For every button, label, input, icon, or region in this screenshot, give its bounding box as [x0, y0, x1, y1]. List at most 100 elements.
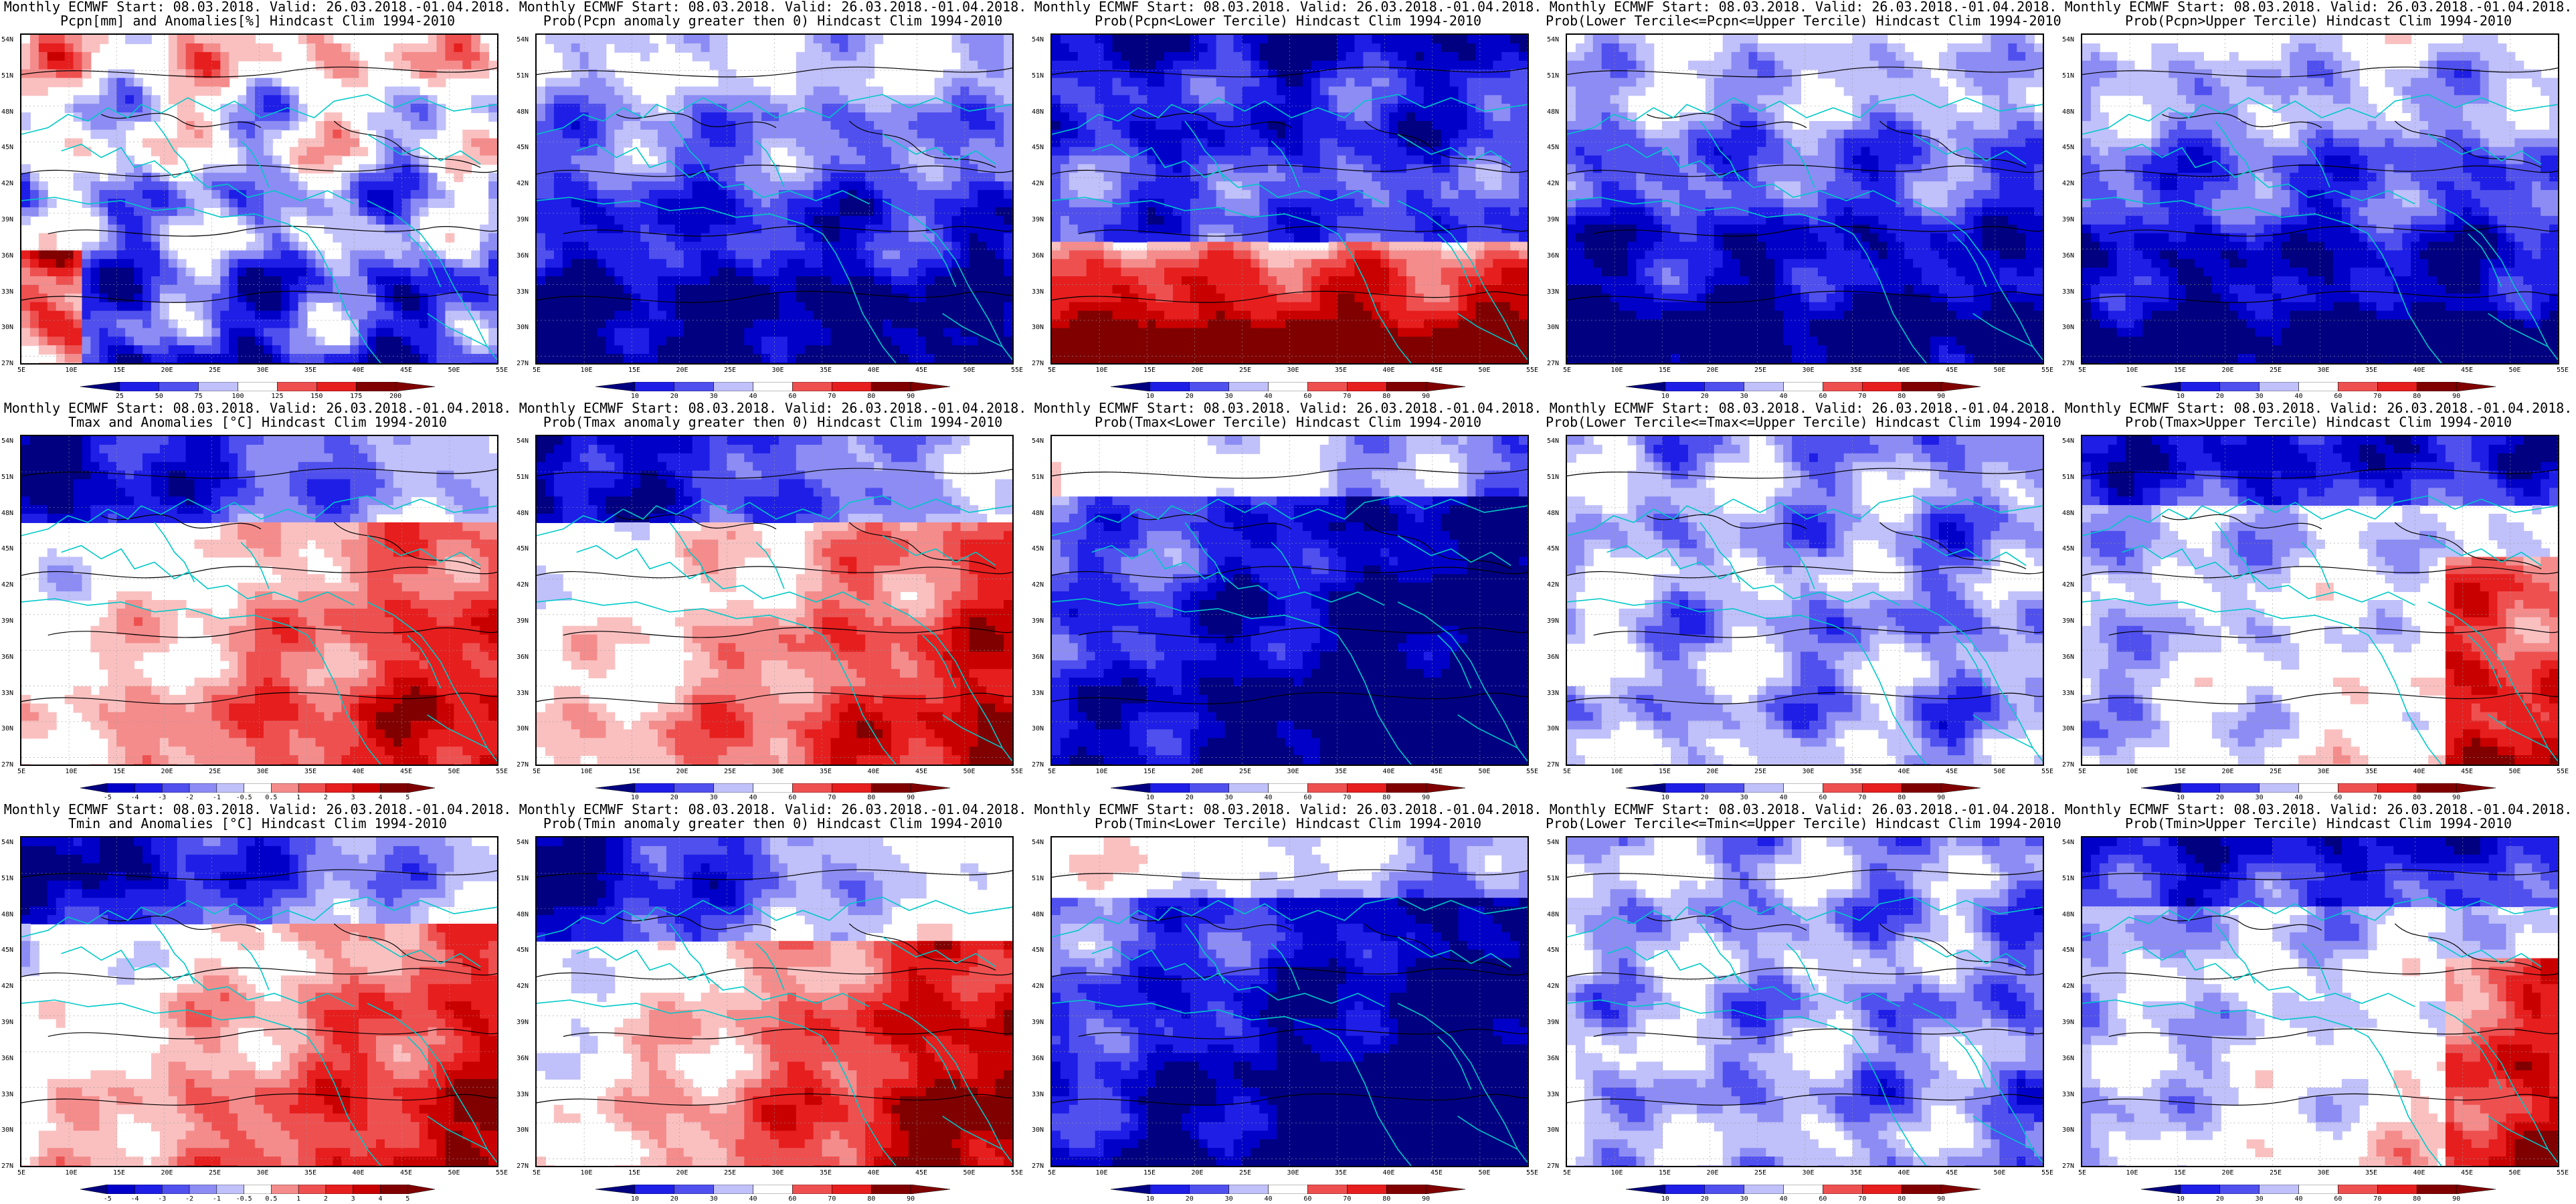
panel-title-line2: Prob(Lower Tercile<=Tmin<=Upper Tercile)…: [1546, 817, 2061, 831]
longitude-label: 5E: [2078, 768, 2086, 775]
latitude-label: 48N: [2062, 911, 2074, 918]
latitude-label: 45N: [517, 144, 529, 151]
longitude-label: 35E: [2365, 768, 2377, 775]
panel-title-line1: Monthly ECMWF Start: 08.03.2018. Valid: …: [1030, 803, 1546, 817]
forecast-map: [1050, 435, 1529, 766]
colorbar-tick-label: 90: [1422, 393, 1430, 400]
longitude-label: 35E: [1850, 768, 1862, 775]
latitude-label: 51N: [1, 474, 13, 481]
colorbar: [1626, 382, 1981, 391]
longitude-label: 15E: [113, 768, 125, 775]
latitude-label: 45N: [1547, 545, 1559, 553]
longitude-label: 50E: [1479, 367, 1491, 374]
longitude-label: 20E: [161, 367, 173, 374]
latitude-label: 33N: [1, 1091, 13, 1098]
colorbar-tick-label: 70: [1858, 794, 1866, 801]
longitude-label: 15E: [628, 367, 640, 374]
latitude-label: 42N: [2062, 581, 2074, 589]
longitude-label: 35E: [2365, 367, 2377, 374]
longitude-label: 15E: [1143, 1169, 1156, 1177]
longitude-label: 30E: [2318, 1169, 2330, 1177]
latitude-label: 36N: [2062, 1055, 2074, 1062]
latitude-label: 42N: [1032, 180, 1044, 187]
longitude-label: 45E: [400, 768, 412, 775]
latitude-label: 39N: [517, 617, 529, 625]
colorbar-tick-label: 30: [1740, 794, 1748, 801]
longitude-label: 10E: [1611, 1169, 1623, 1177]
latitude-label: 39N: [1, 216, 13, 223]
longitude-label: 25E: [1754, 768, 1766, 775]
panel-title-line1: Monthly ECMWF Start: 08.03.2018. Valid: …: [515, 401, 1030, 415]
latitude-label: 30N: [1547, 1126, 1559, 1134]
latitude-label: 42N: [1547, 180, 1559, 187]
panel-title-line1: Monthly ECMWF Start: 08.03.2018. Valid: …: [515, 803, 1030, 817]
longitude-label: 25E: [1754, 1169, 1766, 1177]
forecast-panel: Monthly ECMWF Start: 08.03.2018. Valid: …: [2061, 803, 2576, 1204]
colorbar-tick-label: -5: [104, 1195, 112, 1203]
map-field: [1567, 436, 2043, 765]
longitude-label: 25E: [209, 367, 221, 374]
colorbar-tick-label: 80: [2413, 393, 2421, 400]
longitude-label: 30E: [1287, 768, 1299, 775]
colorbar-tick-label: 80: [2413, 1195, 2421, 1203]
colorbar-tick-label: 90: [1937, 794, 1945, 801]
latitude-label: 36N: [517, 252, 529, 260]
latitude-label: 45N: [1, 946, 13, 954]
colorbar-tick-label: 60: [1303, 393, 1311, 400]
forecast-panel: Monthly ECMWF Start: 08.03.2018. Valid: …: [1546, 401, 2061, 803]
latitude-label: 30N: [2062, 324, 2074, 331]
panel-title-line2: Prob(Lower Tercile<=Tmax<=Upper Tercile)…: [1546, 415, 2061, 429]
longitude-label: 20E: [1707, 367, 1719, 374]
latitude-label: 48N: [517, 911, 529, 918]
longitude-label: 50E: [963, 367, 976, 374]
colorbar-tick-label: 40: [749, 393, 757, 400]
latitude-label: 48N: [1547, 108, 1559, 116]
longitude-label: 30E: [1287, 367, 1299, 374]
latitude-label: 45N: [2062, 946, 2074, 954]
colorbar-tick-label: 70: [1858, 393, 1866, 400]
latitude-label: 39N: [1, 617, 13, 625]
latitude-label: 39N: [517, 1019, 529, 1026]
forecast-map: [1566, 836, 2044, 1167]
panel-title-line1: Monthly ECMWF Start: 08.03.2018. Valid: …: [2061, 401, 2576, 415]
colorbar-tick-label: 10: [1146, 794, 1154, 801]
latitude-label: 27N: [1, 761, 13, 769]
latitude-label: 27N: [517, 360, 529, 367]
latitude-label: 36N: [1, 1055, 13, 1062]
colorbar-tick-label: 4: [378, 794, 382, 801]
colorbar-tick-label: 60: [788, 794, 796, 801]
latitude-label: 45N: [2062, 545, 2074, 553]
latitude-label: 30N: [1032, 725, 1044, 732]
colorbar-tick-label: -3: [158, 1195, 166, 1203]
colorbar-tick-label: 90: [2452, 1195, 2460, 1203]
longitude-label: 10E: [1096, 367, 1108, 374]
panel-title-line1: Monthly ECMWF Start: 08.03.2018. Valid: …: [0, 803, 515, 817]
colorbar-tick-label: 90: [2452, 393, 2460, 400]
colorbar-tick-label: 40: [749, 794, 757, 801]
longitude-label: 10E: [581, 768, 593, 775]
colorbar-tick-label: 40: [1780, 393, 1788, 400]
latitude-label: 30N: [2062, 1126, 2074, 1134]
latitude-label: 54N: [1032, 36, 1044, 43]
longitude-label: 15E: [2174, 367, 2186, 374]
latitude-label: 42N: [1547, 983, 1559, 990]
colorbar-tick-label: 0.5: [265, 794, 277, 801]
colorbar-tick-label: 30: [2256, 794, 2264, 801]
panel-title-line1: Monthly ECMWF Start: 08.03.2018. Valid: …: [0, 0, 515, 14]
latitude-label: 39N: [517, 216, 529, 223]
colorbar-tick-label: 0.5: [265, 1195, 277, 1203]
colorbar-tick-label: 80: [1898, 1195, 1906, 1203]
latitude-label: 36N: [1547, 252, 1559, 260]
longitude-label: 5E: [17, 367, 25, 374]
latitude-label: 27N: [1, 360, 13, 367]
colorbar-tick-label: 20: [1701, 1195, 1709, 1203]
colorbar-tick-label: 40: [2295, 1195, 2303, 1203]
longitude-label: 55E: [1526, 367, 1538, 374]
longitude-label: 45E: [1431, 367, 1443, 374]
longitude-label: 5E: [2078, 1169, 2086, 1177]
colorbar-tick-label: 70: [1343, 794, 1351, 801]
longitude-label: 25E: [2270, 1169, 2282, 1177]
map-field: [1052, 436, 1528, 765]
latitude-label: 36N: [1032, 252, 1044, 260]
colorbar-tick-label: 10: [1146, 1195, 1154, 1203]
